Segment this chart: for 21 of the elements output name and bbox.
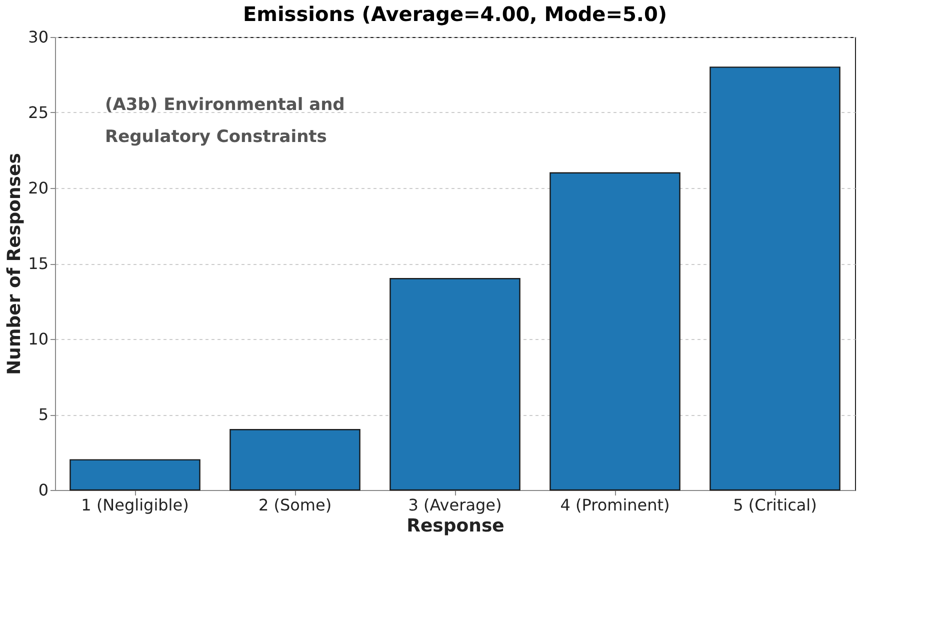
bar	[390, 278, 520, 491]
x-axis-title: Response	[406, 516, 504, 536]
y-tick-label: 5	[38, 405, 48, 424]
x-tick-label: 4 (Prominent)	[560, 496, 670, 514]
x-tick-label: 2 (Some)	[258, 496, 332, 514]
y-tick-label: 15	[28, 254, 48, 273]
y-tick-label: 0	[38, 480, 48, 500]
y-tick-label: 25	[28, 103, 48, 122]
bar	[710, 66, 840, 491]
y-axis-title: Number of Responses	[4, 153, 26, 375]
y-tick-label: 30	[28, 28, 48, 46]
x-tick-label: 1 (Negligible)	[81, 496, 189, 514]
bar	[70, 459, 200, 491]
x-tick-label: 3 (Average)	[408, 496, 502, 514]
y-tick-label: 10	[28, 330, 48, 348]
bar	[230, 429, 360, 491]
annotation: (A3b) Environmental and Regulatory Constraints	[105, 95, 345, 147]
chart-title: Emissions (Average=4.00, Mode=5.0)	[242, 2, 668, 26]
x-tick-label: 5 (Critical)	[733, 496, 817, 514]
bar	[550, 172, 680, 491]
y-tick-label: 20	[28, 178, 48, 198]
